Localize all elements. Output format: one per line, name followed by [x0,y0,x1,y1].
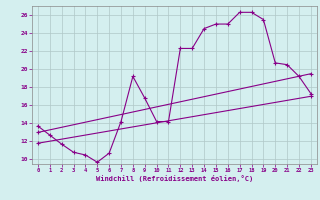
X-axis label: Windchill (Refroidissement éolien,°C): Windchill (Refroidissement éolien,°C) [96,175,253,182]
